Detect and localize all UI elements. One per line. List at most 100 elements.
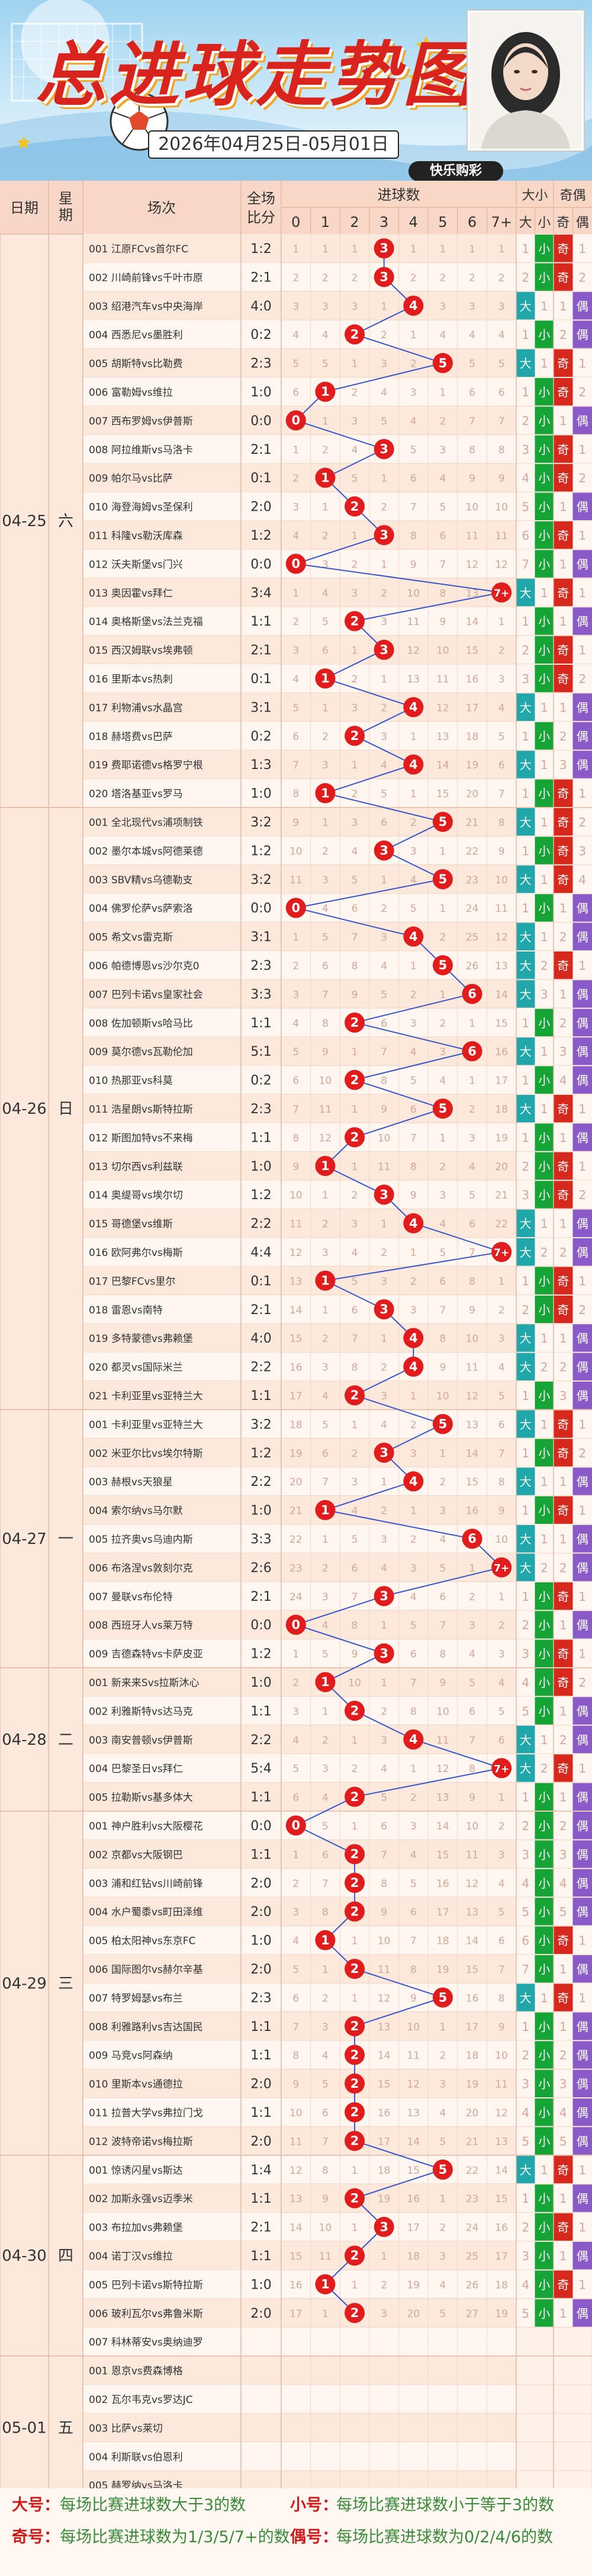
match-name: 012 波特帝诺vs梅拉斯 [89, 2136, 193, 2148]
small-mark: 小 [538, 2249, 550, 2263]
small-mark: 2 [540, 1761, 548, 1776]
omission-count: 1 [292, 444, 299, 456]
omission-count: 3 [292, 989, 299, 1001]
even-mark: 2 [578, 1446, 586, 1460]
omission-count: 3 [440, 2251, 446, 2263]
big-miss-cell [516, 1382, 535, 1409]
odd-cell [554, 865, 573, 893]
even-miss-cell [572, 779, 592, 807]
even-cell [572, 1008, 592, 1037]
table-row [83, 1725, 592, 1754]
omission-count: 4 [381, 1763, 387, 1775]
omission-count: 10 [495, 1534, 508, 1546]
big-mark: 4 [522, 1876, 529, 1891]
omission-count: 14 [378, 2050, 391, 2062]
omission-count: 5 [292, 1964, 299, 1976]
omission-count: 8 [322, 2165, 329, 2177]
big-cell [516, 1725, 535, 1754]
goal-ball-label: 5 [439, 958, 448, 972]
odd-mark: 奇 [557, 586, 569, 600]
table-row [83, 234, 592, 263]
omission-count: 22 [466, 845, 479, 857]
odd-mark: 奇 [557, 1102, 569, 1116]
even-mark: 1 [578, 1159, 586, 1174]
small-mark: 小 [538, 2048, 550, 2062]
omission-count: 6 [498, 760, 505, 771]
omission-count: 2 [440, 415, 446, 427]
omission-count: 12 [466, 1878, 479, 1890]
even-miss-cell [572, 521, 592, 549]
omission-count: 7 [498, 415, 505, 427]
odd-miss-cell [554, 1008, 573, 1037]
omission-count: 2 [352, 789, 358, 800]
omission-count: 10 [466, 1333, 479, 1345]
omission-count: 12 [436, 702, 449, 714]
omission-count: 23 [289, 1562, 303, 1574]
omission-count: 6 [292, 1992, 299, 2004]
big-mark: 大 [520, 930, 532, 944]
even-mark: 1 [578, 1934, 586, 1948]
omission-count: 3 [322, 1247, 329, 1259]
match-name: 016 欧阿弗尔vs梅斯 [89, 1247, 183, 1259]
odd-mark: 1 [559, 2020, 567, 2034]
omission-count: 1 [381, 1219, 387, 1231]
odd-miss-cell [554, 1697, 573, 1725]
omission-count: 2 [498, 1305, 505, 1316]
table-row [83, 2385, 592, 2414]
odd-miss-cell [554, 1898, 573, 1925]
small-cell [535, 492, 554, 520]
omission-count: 1 [440, 1132, 446, 1144]
odd-mark: 1 [559, 1790, 567, 1805]
big-cell [516, 1984, 535, 2011]
omission-count: 6 [322, 1448, 329, 1460]
match-score: 2:0 [250, 2306, 271, 2321]
even-miss-cell [572, 578, 592, 607]
omission-count: 4 [440, 1534, 446, 1546]
omission-count: 11 [407, 2050, 420, 2062]
goal-ball-label: 5 [439, 1417, 448, 1431]
match-score: 3:2 [250, 873, 271, 887]
big-mark: 1 [522, 787, 529, 801]
match-name: 001 神户胜利vs大阪樱花 [89, 1821, 203, 1832]
omission-count: 5 [498, 1706, 505, 1718]
big-miss-cell [516, 1267, 535, 1295]
match-name: 011 浩星朗vs斯特拉斯 [89, 1104, 193, 1116]
match-score: 1:1 [250, 1389, 271, 1404]
small-mark: 小 [538, 901, 550, 915]
big-miss-cell [516, 550, 535, 578]
goal-ball-label: 2 [350, 1130, 359, 1145]
match-name: 004 索尔纳vs马尔默 [89, 1505, 183, 1517]
match-score: 2:3 [250, 1102, 271, 1117]
even-mark: 偶 [577, 1360, 588, 1374]
omission-count: 1 [352, 243, 358, 255]
omission-count: 2 [381, 1505, 387, 1517]
small-mark: 小 [538, 1819, 550, 1833]
legend-odd-key: 奇号： [12, 2528, 60, 2546]
even-cell [572, 894, 592, 922]
goal-ball [462, 1529, 482, 1549]
date-group-cell [0, 1811, 83, 2156]
omission-count: 4 [440, 1219, 446, 1231]
table-row [83, 1925, 592, 1955]
omission-count: 2 [292, 272, 299, 284]
big-miss-cell [516, 1697, 535, 1725]
omission-count: 5 [352, 1276, 358, 1287]
omission-count: 14 [466, 1448, 479, 1460]
omission-count: 3 [292, 1706, 299, 1718]
odd-miss-cell [554, 1783, 573, 1811]
omission-count: 1 [440, 2193, 446, 2205]
omission-count: 15 [495, 1018, 508, 1030]
omission-count: 1 [322, 502, 329, 514]
small-miss-cell [535, 2155, 554, 2184]
omission-count: 26 [466, 960, 479, 972]
omission-count: 4 [498, 702, 505, 714]
small-mark: 1 [540, 930, 548, 944]
big-cell [516, 578, 535, 607]
even-mark: 偶 [577, 1217, 588, 1231]
goal-ball [374, 2216, 394, 2237]
big-mark: 6 [522, 1934, 529, 1948]
omission-count: 3 [440, 1505, 446, 1517]
omission-count: 8 [352, 1620, 358, 1632]
big-mark: 大 [520, 1561, 532, 1575]
omission-count: 6 [410, 1649, 417, 1661]
